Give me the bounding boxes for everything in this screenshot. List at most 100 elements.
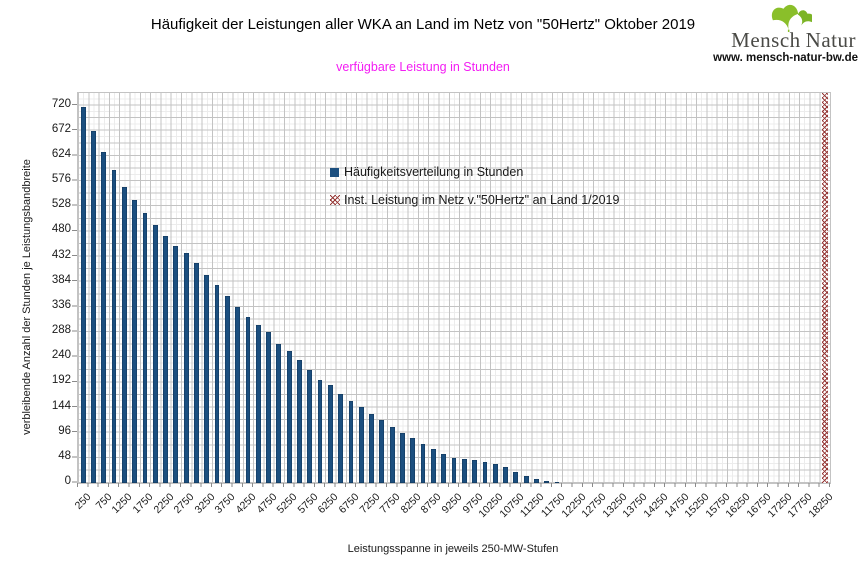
bar <box>204 275 210 483</box>
x-tick-label: 2750 <box>171 491 197 517</box>
bar <box>152 225 158 483</box>
x-tick-label: 3250 <box>192 491 218 517</box>
y-tick-label: 384 <box>51 273 71 286</box>
mensch-natur-logo: Mensch Natur www. mensch-natur-bw.de <box>710 2 860 68</box>
bar <box>389 426 395 483</box>
x-tick-label: 4250 <box>233 491 259 517</box>
bar <box>194 262 199 483</box>
bar <box>400 432 405 483</box>
y-tick-label: 48 <box>58 449 71 462</box>
bar <box>451 457 457 483</box>
bar <box>513 472 519 483</box>
x-tick-label: 1250 <box>109 491 135 517</box>
y-tick-label: 672 <box>51 122 71 135</box>
bar <box>266 332 271 483</box>
bar <box>461 459 467 483</box>
x-tick-label: 6750 <box>336 491 362 517</box>
bar <box>431 449 436 483</box>
bar <box>492 464 498 483</box>
bar <box>420 443 426 483</box>
y-tick-label: 192 <box>51 374 71 387</box>
y-tick-label: 240 <box>51 349 71 362</box>
bar <box>245 316 251 483</box>
bar <box>101 152 107 483</box>
y-tick-label: 576 <box>51 173 71 186</box>
x-tick-label: 7250 <box>357 491 383 517</box>
x-tick-label: 5750 <box>295 491 321 517</box>
bar <box>132 200 138 483</box>
x-axis-tick-marks <box>77 483 830 487</box>
red-xhatch-icon <box>330 195 340 205</box>
bar <box>482 462 488 483</box>
x-tick-label: 9250 <box>439 491 465 517</box>
bar <box>183 253 189 483</box>
bar <box>214 285 220 483</box>
bar <box>523 476 529 483</box>
legend-label: Inst. Leistung im Netz v."50Hertz" an La… <box>344 193 620 207</box>
legend-item-frequency: Häufigkeitsverteilung in Stunden <box>330 165 619 179</box>
legend-item-installed-capacity: Inst. Leistung im Netz v."50Hertz" an La… <box>330 193 619 207</box>
installed-capacity-marker-bar <box>821 93 828 483</box>
x-tick-label: 8750 <box>418 491 444 517</box>
ginkgo-leaf-icon <box>766 2 814 37</box>
x-tick-label: 8250 <box>398 491 424 517</box>
bar <box>224 296 230 483</box>
y-tick-label: 480 <box>51 223 71 236</box>
bar <box>91 130 96 483</box>
bar <box>142 213 148 483</box>
bar <box>379 419 385 483</box>
bar <box>255 324 261 483</box>
bar <box>358 407 364 483</box>
chart-subtitle: verfügbare Leistung in Stunden <box>336 60 510 74</box>
bar <box>80 106 86 483</box>
bar <box>348 400 354 483</box>
x-tick-label: 250 <box>72 491 94 512</box>
x-tick-label: 1750 <box>130 491 156 517</box>
bar <box>472 459 477 483</box>
brand-url: www. mensch-natur-bw.de <box>713 52 858 64</box>
chart-legend: Häufigkeitsverteilung in Stunden Inst. L… <box>330 165 619 221</box>
bar <box>286 351 292 483</box>
y-axis-tick-marks <box>72 104 77 483</box>
x-tick-label: 5250 <box>274 491 300 517</box>
x-tick-label: 6250 <box>315 491 341 517</box>
x-axis-title: Leistungsspanne in jeweils 250-MW-Stufen <box>347 543 559 555</box>
bar <box>111 170 117 483</box>
blue-square-icon <box>330 167 339 177</box>
x-tick-label: 3750 <box>212 491 238 517</box>
bar <box>369 413 374 483</box>
bar <box>503 467 508 483</box>
bar <box>554 481 560 483</box>
x-tick-label: 2250 <box>151 491 177 517</box>
bar <box>534 478 539 483</box>
y-tick-label: 528 <box>51 198 71 211</box>
legend-label: Häufigkeitsverteilung in Stunden <box>344 165 524 179</box>
bar <box>276 343 282 483</box>
y-tick-label: 336 <box>51 298 71 311</box>
x-tick-label: 4750 <box>254 491 280 517</box>
bar <box>307 370 313 483</box>
brand-name: Mensch Natur <box>731 28 856 52</box>
y-tick-label: 144 <box>51 399 71 412</box>
bar <box>121 187 127 483</box>
bar <box>338 393 344 483</box>
plot-area <box>77 92 831 484</box>
bar <box>163 236 168 483</box>
y-tick-label: 624 <box>51 147 71 160</box>
bar <box>297 360 302 483</box>
y-tick-label: 432 <box>51 248 71 261</box>
y-tick-label: 96 <box>58 424 71 437</box>
bar <box>317 380 323 483</box>
chart-title: Häufigkeit der Leistungen aller WKA an L… <box>150 16 696 33</box>
y-tick-label: 0 <box>64 475 71 487</box>
bar <box>327 384 333 483</box>
x-tick-label: 7750 <box>377 491 403 517</box>
bar <box>410 438 416 483</box>
bar <box>173 246 179 483</box>
y-tick-label: 720 <box>51 97 71 110</box>
bar <box>544 480 550 483</box>
bar <box>441 454 447 483</box>
bar <box>235 307 241 483</box>
y-tick-label: 288 <box>51 324 71 336</box>
